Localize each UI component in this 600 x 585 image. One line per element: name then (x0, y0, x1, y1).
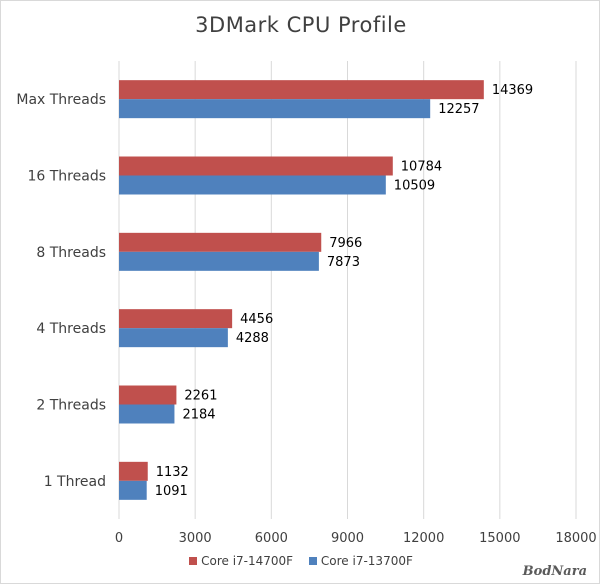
bar-series-1-1 (119, 156, 393, 176)
x-tick-label-4: 12000 (403, 531, 444, 546)
bar-series-2-5 (119, 480, 147, 500)
legend-swatch-series-1 (189, 556, 198, 565)
data-label-series-1-4: 2261 (184, 389, 217, 404)
category-label-5: 1 Thread (44, 474, 106, 490)
bar-series-1-2 (119, 232, 322, 252)
legend-label-series-1: Core i7-14700F (201, 554, 294, 568)
data-label-series-2-0: 12257 (438, 102, 479, 117)
category-label-3: 4 Threads (36, 321, 106, 337)
category-label-1: 16 Threads (27, 169, 106, 185)
data-label-series-2-3: 4288 (236, 331, 269, 346)
bar-series-1-5 (119, 461, 148, 481)
bar-series-2-0 (119, 99, 431, 119)
x-tick-label-0: 0 (115, 531, 123, 546)
data-label-series-2-1: 10509 (394, 179, 435, 194)
legend: Core i7-14700F Core i7-13700F (1, 554, 600, 568)
data-label-series-1-2: 7966 (329, 236, 362, 251)
bar-series-2-4 (119, 404, 175, 424)
x-tick-label-1: 3000 (179, 531, 212, 546)
data-label-series-1-0: 14369 (492, 83, 533, 98)
bar-series-2-2 (119, 251, 319, 271)
legend-item-series-2: Core i7-13700F (308, 554, 413, 568)
x-tick-label-6: 18000 (555, 531, 596, 546)
data-label-series-1-5: 1132 (156, 465, 189, 480)
legend-label-series-2: Core i7-13700F (320, 554, 413, 568)
data-label-series-1-3: 4456 (240, 312, 273, 327)
data-label-series-2-4: 2184 (182, 408, 215, 423)
bar-series-1-3 (119, 309, 233, 329)
category-label-4: 2 Threads (36, 398, 106, 414)
category-label-0: Max Threads (16, 92, 106, 108)
bar-series-1-0 (119, 80, 484, 100)
category-label-2: 8 Threads (36, 245, 106, 261)
data-label-series-2-5: 1091 (155, 484, 188, 499)
x-tick-label-5: 15000 (479, 531, 520, 546)
legend-item-series-1: Core i7-14700F (189, 554, 293, 568)
legend-swatch-series-2 (308, 556, 317, 565)
chart-title: 3DMark CPU Profile (195, 13, 407, 37)
x-tick-label-2: 6000 (255, 531, 288, 546)
bar-series-2-3 (119, 328, 228, 348)
data-label-series-2-2: 7873 (327, 255, 360, 270)
x-tick-label-3: 9000 (331, 531, 364, 546)
data-label-series-1-1: 10784 (401, 160, 442, 175)
bar-series-1-4 (119, 385, 177, 405)
watermark-logo: BodNara (522, 564, 587, 579)
bar-series-2-1 (119, 175, 386, 195)
